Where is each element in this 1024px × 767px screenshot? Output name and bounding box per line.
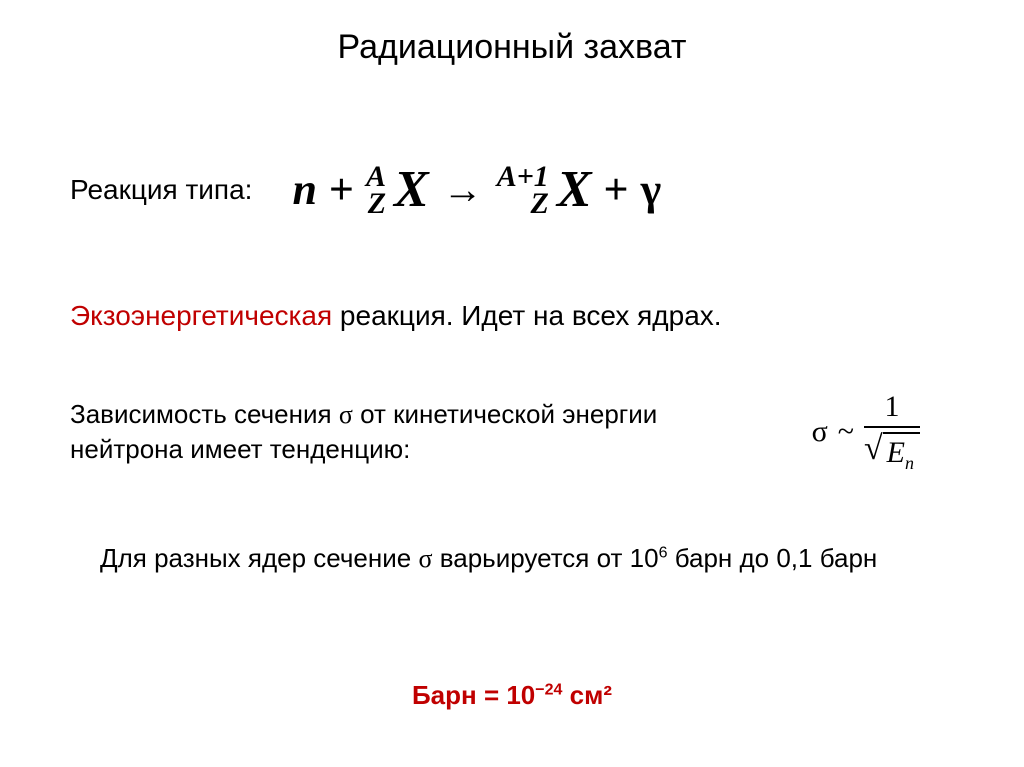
atomic-Z-2: Z <box>497 190 549 217</box>
reaction-label: Реакция типа: <box>70 174 252 206</box>
sigma-symbol: σ <box>339 400 353 429</box>
fraction-numerator: 1 <box>867 390 918 426</box>
barn-def-a: Барн = 10 <box>412 680 535 710</box>
fraction-denominator: √ En <box>864 428 920 474</box>
slide-title: Радиационный захват <box>0 0 1024 67</box>
barn-range-line: Для разных ядер сечение σ варьируется от… <box>100 540 877 577</box>
sigma-formula: σ ~ 1 √ En <box>812 390 920 474</box>
barn-text-a: Для разных ядер сечение <box>100 543 418 573</box>
arrow-icon: → <box>443 166 483 213</box>
plus-icon-2: + <box>604 164 629 215</box>
radical-icon: √ <box>864 432 883 474</box>
barn-definition: Барн = 10−24 см² <box>0 680 1024 711</box>
sigma-row: Зависимость сечения σ от кинетической эн… <box>70 390 950 474</box>
barn-def-b: см² <box>562 680 612 710</box>
barn-text-b: варьируется от 10 <box>432 543 658 573</box>
sigma-text: Зависимость сечения σ от кинетической эн… <box>70 397 690 467</box>
sigma-symbol-3: σ <box>418 544 432 573</box>
radicand: En <box>883 432 920 474</box>
exo-word: Экзоэнергетическая <box>70 300 332 331</box>
mass-A: A <box>366 163 386 190</box>
atomic-Z: Z <box>366 190 386 217</box>
slide: Радиационный захват Реакция типа: n + A … <box>0 0 1024 767</box>
presuperscript-a1z: A+1 Z <box>497 163 549 217</box>
nucleus-X: X <box>394 160 429 219</box>
symbol-n: n <box>292 164 316 215</box>
reaction-row: Реакция типа: n + A Z X → A+1 Z X + γ <box>70 160 950 219</box>
sigma-symbol-2: σ <box>812 415 828 449</box>
subscript-n: n <box>905 453 914 473</box>
sqrt: √ En <box>864 432 920 474</box>
energy-E: E <box>887 436 905 469</box>
tilde-icon: ~ <box>838 415 854 449</box>
nucleus-X-2: X <box>557 160 592 219</box>
presuperscript-az: A Z <box>366 163 386 217</box>
plus-icon: + <box>329 164 354 215</box>
exo-rest: реакция. Идет на всех ядрах. <box>332 300 721 331</box>
exo-line: Экзоэнергетическая реакция. Идет на всех… <box>70 300 722 332</box>
reaction-equation: n + A Z X → A+1 Z X + γ <box>292 160 661 219</box>
barn-text-c: барн до 0,1 барн <box>667 543 877 573</box>
gamma-symbol: γ <box>641 164 662 215</box>
mass-A-plus-1: A+1 <box>497 163 549 190</box>
sigma-text-a: Зависимость сечения <box>70 399 339 429</box>
exponent-neg24: −24 <box>535 681 562 698</box>
fraction: 1 √ En <box>864 390 920 474</box>
